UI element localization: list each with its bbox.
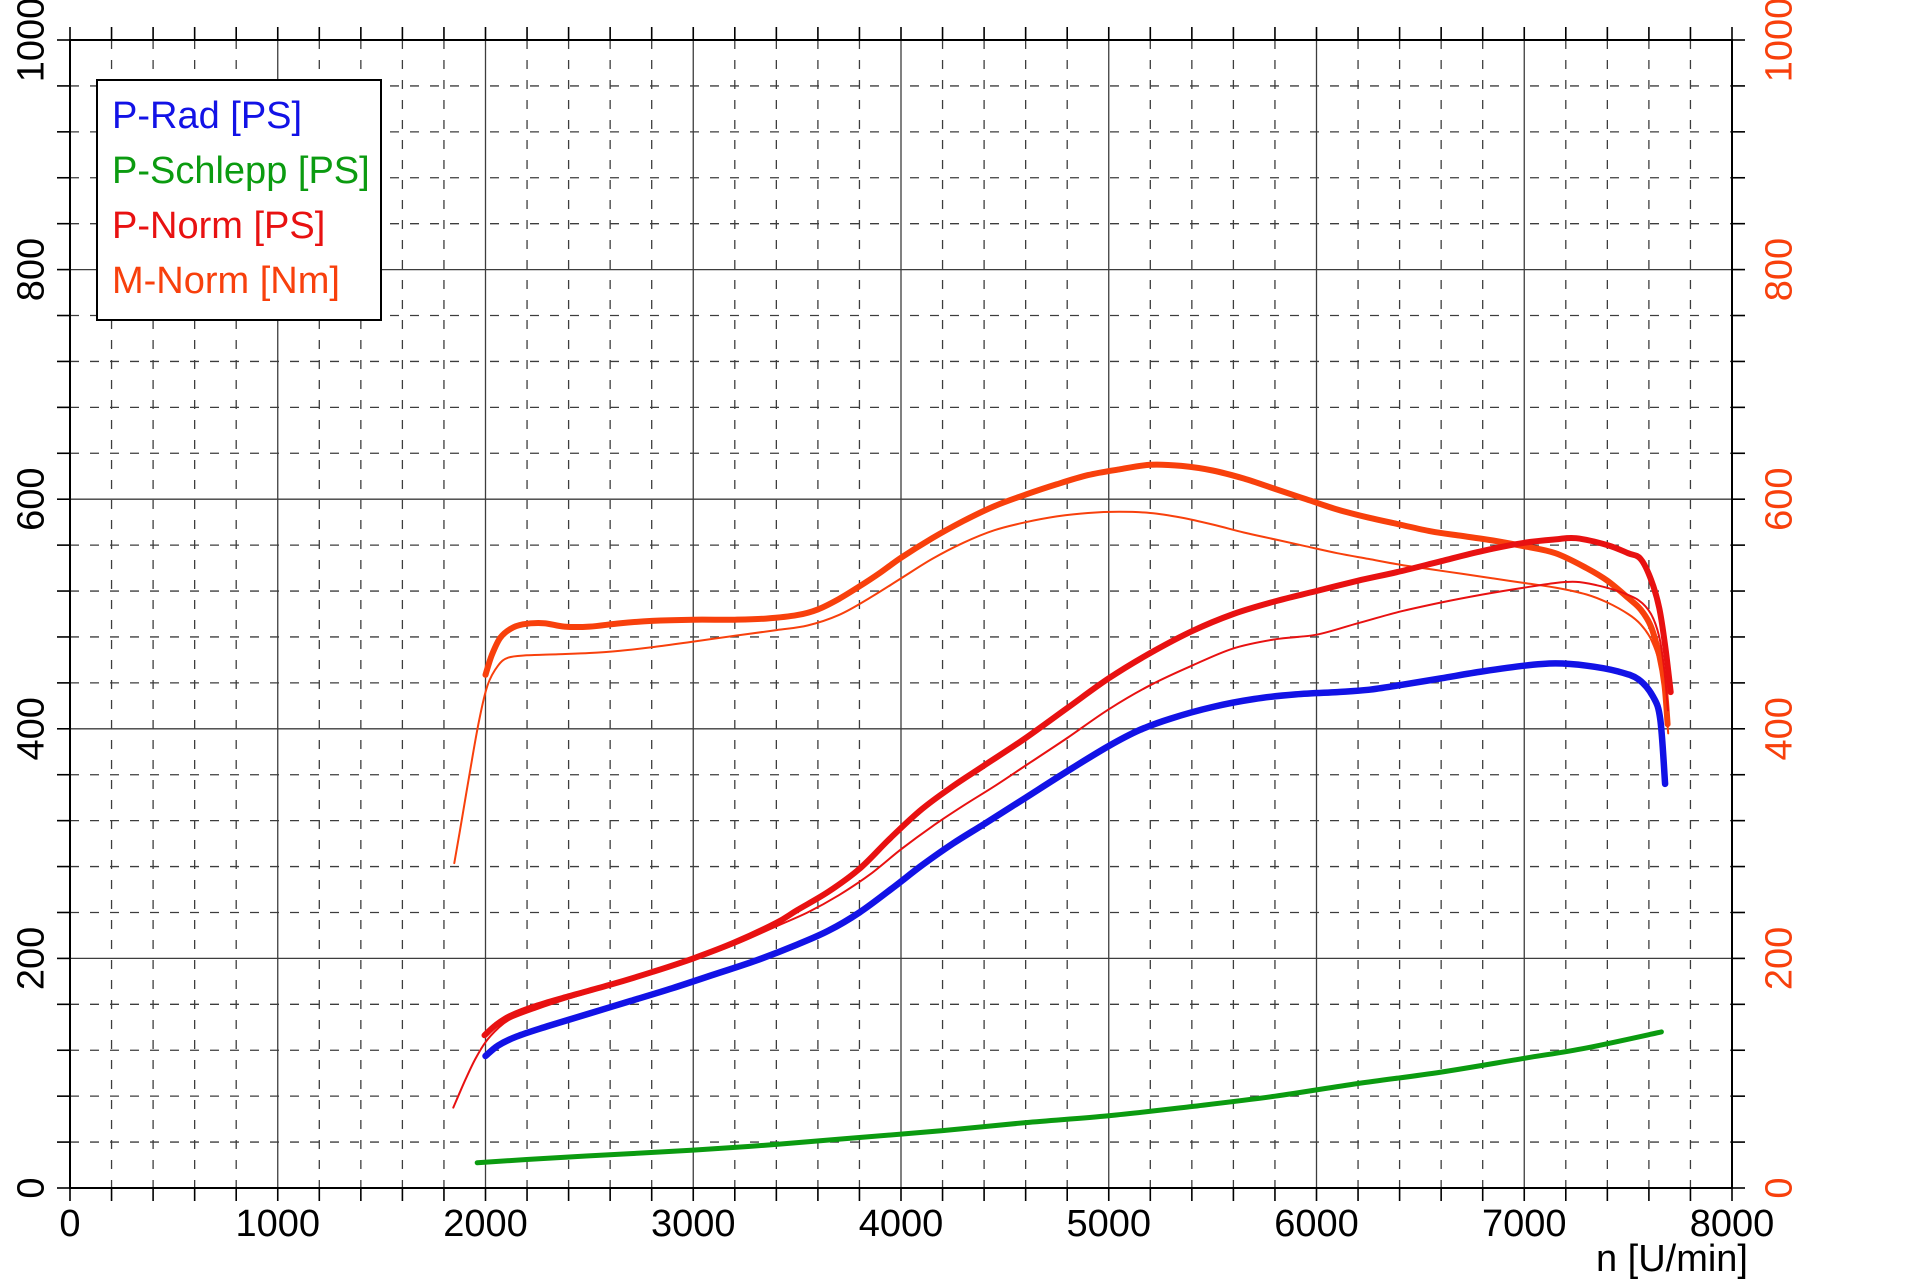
x-tick-label: 5000: [1066, 1203, 1151, 1245]
y-left-tick-label: 0: [10, 1177, 52, 1198]
series-p-norm: [481, 534, 1674, 1039]
y-left-tick-label: 200: [10, 927, 52, 990]
legend-item-p-norm: P-Norm [PS]: [112, 205, 326, 247]
series-m-norm-run2: [453, 510, 1670, 865]
y-right-tick-label: 200: [1758, 927, 1800, 990]
x-tick-label: 4000: [859, 1203, 944, 1245]
series-p-schlepp: [474, 1029, 1664, 1166]
y-left-tick-label: 1000: [10, 0, 52, 82]
x-tick-label: 6000: [1274, 1203, 1359, 1245]
series-p-rad: [482, 660, 1669, 1060]
legend-item-p-rad: P-Rad [PS]: [112, 95, 303, 137]
x-tick-label: 2000: [443, 1203, 528, 1245]
series-p-norm-run2: [452, 580, 1669, 1109]
y-right-tick-label: 0: [1758, 1177, 1800, 1198]
x-tick-label: 3000: [651, 1203, 736, 1245]
y-right-tick-label: 1000: [1758, 0, 1800, 82]
legend-item-p-schlepp: P-Schlepp [PS]: [112, 150, 370, 192]
x-axis-title: n [U/min]: [1595, 1238, 1748, 1280]
x-tick-label: 8000: [1690, 1203, 1775, 1245]
y-right-tick-label: 400: [1758, 697, 1800, 760]
legend-item-m-norm: M-Norm [Nm]: [112, 260, 340, 302]
series-m-norm: [482, 461, 1671, 728]
y-right-tick-label: 800: [1758, 238, 1800, 301]
y-left-tick-label: 800: [10, 238, 52, 301]
y-left-tick-label: 400: [10, 697, 52, 760]
x-tick-label: 7000: [1482, 1203, 1567, 1245]
y-right-tick-label: 600: [1758, 467, 1800, 530]
y-left-tick-label: 600: [10, 467, 52, 530]
x-tick-label: 1000: [235, 1203, 320, 1245]
chart-legend: P-Rad [PS] P-Schlepp [PS] P-Norm [PS] M-Nor…: [96, 79, 382, 321]
plot-border: [69, 39, 1733, 1189]
x-tick-label: 0: [59, 1203, 80, 1245]
